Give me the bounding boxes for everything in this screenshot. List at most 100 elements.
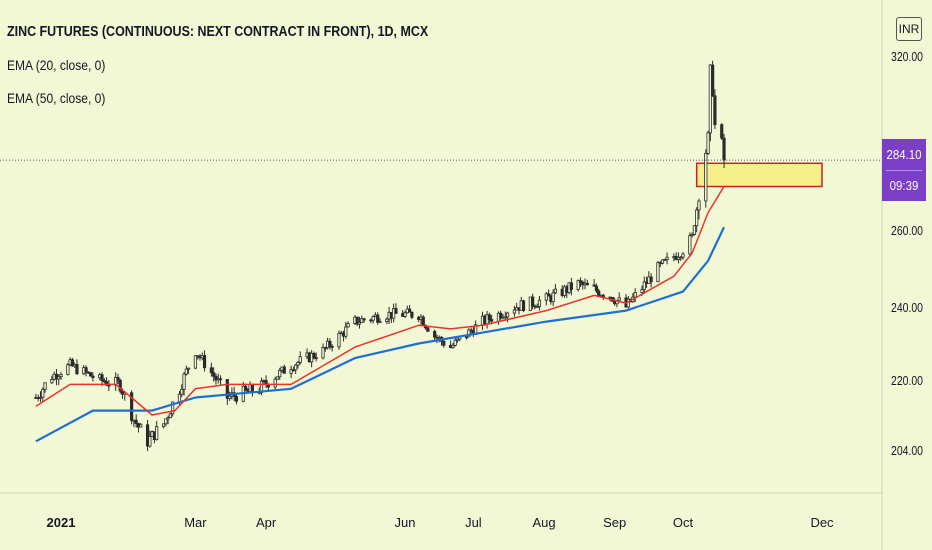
candle-body bbox=[118, 380, 122, 392]
candle bbox=[328, 338, 332, 350]
last-price-tag: 284.10 09:39 bbox=[882, 139, 926, 201]
candle-body bbox=[410, 311, 414, 318]
candle-body bbox=[107, 384, 111, 387]
candle-body bbox=[166, 417, 170, 420]
x-tick-label: Dec bbox=[810, 515, 834, 530]
candle bbox=[243, 385, 248, 392]
candle-body bbox=[697, 200, 701, 211]
price-tag-divider bbox=[886, 170, 922, 171]
candle bbox=[344, 321, 348, 339]
candle bbox=[225, 379, 229, 405]
candle bbox=[214, 373, 218, 385]
candle-body bbox=[665, 256, 669, 260]
candle bbox=[282, 364, 286, 374]
candle-body bbox=[371, 316, 375, 321]
candle-body bbox=[421, 316, 425, 326]
candle-body bbox=[451, 344, 455, 349]
candle bbox=[312, 351, 316, 360]
candle-body bbox=[681, 253, 685, 258]
candle-body bbox=[346, 323, 350, 328]
candle-body bbox=[490, 319, 494, 322]
candle bbox=[679, 255, 683, 261]
candle bbox=[690, 232, 694, 238]
candle bbox=[70, 357, 74, 367]
candle-body bbox=[385, 318, 389, 323]
candle bbox=[713, 89, 717, 130]
candle bbox=[464, 336, 469, 340]
candle-body bbox=[355, 316, 359, 325]
candle-body bbox=[243, 385, 248, 391]
candle bbox=[499, 310, 503, 321]
candle bbox=[503, 311, 507, 321]
candle-body bbox=[184, 368, 188, 375]
currency-button[interactable]: INR bbox=[896, 17, 922, 41]
candle-body bbox=[168, 413, 172, 418]
candle bbox=[649, 273, 653, 288]
candle bbox=[38, 391, 43, 402]
candle bbox=[134, 414, 138, 428]
candle-body bbox=[408, 308, 412, 313]
candle-body bbox=[193, 355, 198, 369]
candle-body bbox=[499, 312, 503, 319]
candle bbox=[711, 60, 715, 97]
candle bbox=[294, 363, 298, 374]
candle bbox=[164, 418, 168, 427]
candle-body bbox=[357, 321, 362, 325]
candle-body bbox=[59, 374, 63, 378]
candle bbox=[116, 373, 120, 385]
candle bbox=[66, 363, 70, 376]
candle-body bbox=[312, 352, 316, 358]
support-zone-rect[interactable] bbox=[695, 162, 823, 188]
candle bbox=[75, 359, 79, 376]
candle-body bbox=[362, 318, 366, 321]
candle-body bbox=[403, 312, 407, 317]
x-tick-label: Aug bbox=[532, 515, 555, 530]
x-tick-label: Oct bbox=[673, 515, 694, 530]
candle-body bbox=[720, 124, 724, 139]
candle bbox=[633, 288, 637, 303]
ema-50-label[interactable]: EMA (50, close, 0) bbox=[7, 90, 106, 106]
candle-body bbox=[578, 280, 583, 283]
candle-body bbox=[330, 346, 334, 348]
candle bbox=[43, 382, 47, 393]
candle-body bbox=[640, 289, 644, 293]
candle-body bbox=[70, 359, 74, 367]
candle-body bbox=[660, 259, 665, 264]
candle bbox=[346, 321, 350, 328]
candle-body bbox=[84, 367, 88, 373]
candle-body bbox=[713, 95, 717, 126]
candle bbox=[362, 317, 366, 323]
symbol-title[interactable]: ZINC FUTURES (CONTINUOUS: NEXT CONTRACT … bbox=[7, 24, 429, 40]
candle bbox=[535, 303, 539, 308]
candle-body bbox=[148, 436, 152, 447]
candle-body bbox=[512, 309, 517, 314]
candle-body bbox=[75, 364, 79, 375]
candle bbox=[688, 232, 692, 257]
candle-body bbox=[576, 280, 580, 290]
candle bbox=[184, 365, 188, 376]
candle bbox=[278, 367, 282, 380]
candle bbox=[576, 279, 580, 292]
candle bbox=[180, 384, 184, 398]
candle-body bbox=[275, 376, 280, 380]
candle bbox=[665, 252, 669, 265]
candle bbox=[168, 412, 172, 418]
candle bbox=[720, 122, 724, 141]
candle-body bbox=[298, 356, 302, 363]
candle-body bbox=[89, 372, 93, 377]
candle-body bbox=[649, 276, 653, 283]
x-tick-label: Jun bbox=[395, 515, 416, 530]
candle-body bbox=[155, 426, 159, 441]
candle bbox=[155, 420, 159, 441]
candle bbox=[275, 376, 280, 380]
candle bbox=[704, 149, 708, 208]
candle-body bbox=[282, 366, 286, 374]
candle-body bbox=[344, 326, 348, 337]
ema-20-label[interactable]: EMA (20, close, 0) bbox=[7, 57, 106, 73]
candle bbox=[166, 415, 170, 425]
candle bbox=[209, 362, 213, 377]
candle-body bbox=[531, 296, 535, 307]
candle-body bbox=[464, 336, 469, 339]
candle bbox=[660, 259, 665, 265]
